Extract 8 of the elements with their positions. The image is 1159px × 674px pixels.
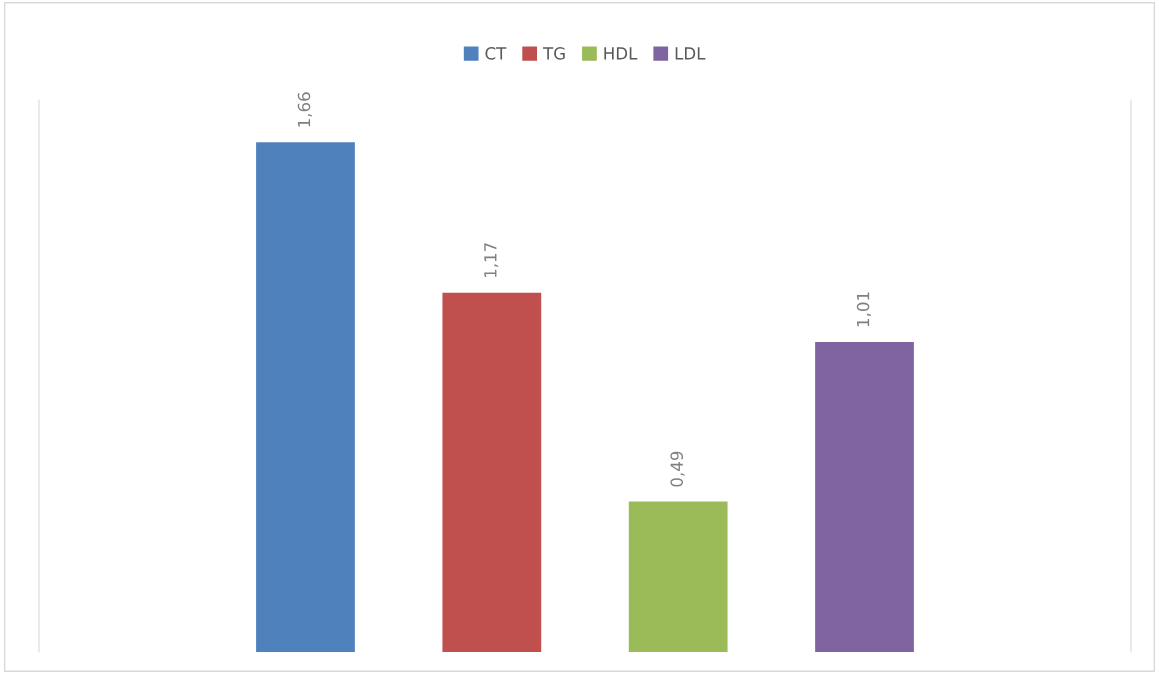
legend-label: TG: [542, 47, 565, 60]
data-label: 1,17: [484, 243, 499, 278]
legend-label: LDL: [675, 47, 706, 60]
data-label: 1,66: [297, 92, 313, 127]
legend-label: CT: [485, 47, 507, 60]
data-label: 0,49: [670, 451, 685, 487]
legend-label: HDL: [604, 47, 638, 60]
data-label: 1,01: [856, 292, 872, 327]
